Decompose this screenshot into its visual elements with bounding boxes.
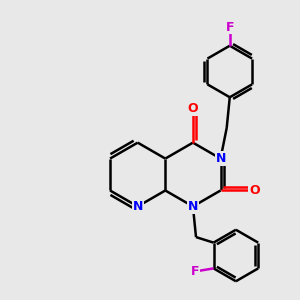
Text: N: N [215, 152, 226, 165]
Text: N: N [188, 200, 198, 213]
Text: N: N [133, 200, 143, 213]
Text: F: F [226, 21, 234, 34]
Text: O: O [249, 184, 260, 197]
Text: F: F [191, 265, 200, 278]
Text: O: O [188, 102, 198, 116]
